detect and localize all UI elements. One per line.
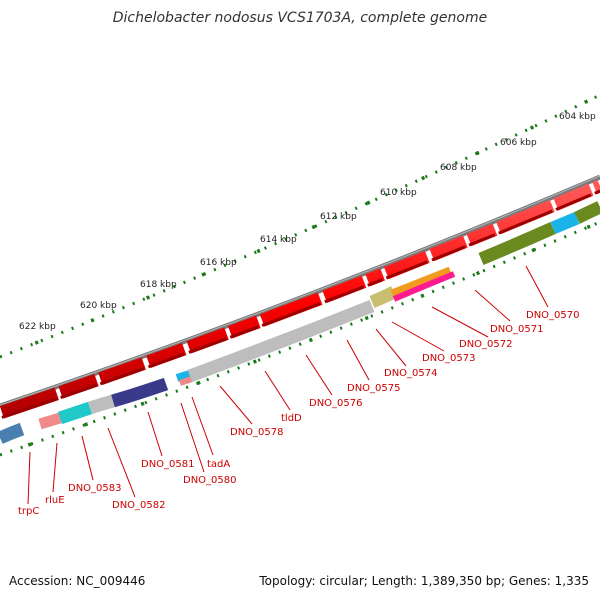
gene-labels: DNO_0570 DNO_0571 DNO_0572 DNO_0573 DNO_… bbox=[18, 310, 580, 517]
outer-ruler bbox=[0, 93, 600, 359]
leader-line bbox=[191, 396, 214, 456]
feature-block bbox=[111, 377, 169, 408]
outer-ruler-dots bbox=[0, 93, 600, 359]
kbp-label: 616 kbp bbox=[200, 258, 237, 268]
kbp-label: 622 kbp bbox=[19, 322, 56, 332]
gene-label: DNO_0570 bbox=[526, 310, 580, 321]
genome-backbone-highlight bbox=[0, 175, 600, 406]
leader-line bbox=[264, 370, 291, 411]
feature-block bbox=[550, 211, 580, 235]
feature-block bbox=[369, 286, 397, 308]
gene-label: rluE bbox=[45, 495, 65, 506]
gene-label: tldD bbox=[281, 413, 302, 424]
feature-block bbox=[392, 271, 456, 302]
feature-block bbox=[187, 299, 375, 383]
gene-arrow bbox=[0, 180, 600, 420]
gene-label: DNO_0574 bbox=[384, 368, 438, 379]
leader-line bbox=[474, 289, 511, 322]
leader-line bbox=[305, 354, 333, 396]
feature-block bbox=[0, 422, 25, 444]
gene-label: tadA bbox=[207, 459, 230, 470]
gene-arrow-shade bbox=[0, 189, 600, 420]
topology-text: Topology: circular; Length: 1,389,350 bp… bbox=[259, 574, 589, 588]
feature-block bbox=[87, 394, 115, 415]
kbp-label: 614 kbp bbox=[260, 235, 297, 245]
feature-block bbox=[179, 376, 193, 386]
leader-line bbox=[525, 265, 549, 308]
kbp-label: 620 kbp bbox=[80, 301, 117, 311]
gene-label: DNO_0580 bbox=[183, 475, 237, 486]
map-title: Dichelobacter nodosus VCS1703A, complete… bbox=[112, 10, 488, 26]
gene-label: trpC bbox=[18, 506, 39, 517]
leader-line bbox=[147, 411, 163, 457]
feature-block bbox=[175, 370, 192, 382]
feature-block bbox=[390, 266, 452, 297]
leader-line bbox=[375, 328, 407, 367]
kbp-label: 610 kbp bbox=[380, 188, 417, 198]
gene-label: DNO_0573 bbox=[422, 353, 476, 364]
gene-label: DNO_0578 bbox=[230, 427, 284, 438]
leader-line bbox=[52, 442, 58, 493]
leader-lines bbox=[27, 265, 549, 505]
gene-label: DNO_0572 bbox=[459, 339, 513, 350]
feature-block bbox=[478, 222, 556, 265]
kbp-label: 612 kbp bbox=[320, 212, 357, 222]
kbp-labels: 604 kbp 606 kbp 608 kbp 610 kbp 612 kbp … bbox=[19, 112, 596, 332]
leader-line bbox=[346, 339, 370, 381]
gene-label: DNO_0576 bbox=[309, 398, 363, 409]
kbp-label: 618 kbp bbox=[140, 280, 177, 290]
feature-block bbox=[57, 401, 93, 425]
leader-line bbox=[180, 402, 205, 473]
leader-line bbox=[81, 435, 94, 481]
genome-backbone bbox=[0, 174, 600, 409]
gene-label: DNO_0581 bbox=[141, 459, 195, 470]
gene-label: DNO_0583 bbox=[68, 483, 122, 494]
leader-line bbox=[107, 427, 136, 498]
kbp-label: 604 kbp bbox=[559, 112, 596, 122]
gene-label: DNO_0582 bbox=[112, 500, 166, 511]
leader-line bbox=[431, 306, 489, 338]
feature-block bbox=[38, 412, 62, 430]
gene-label: DNO_0571 bbox=[490, 324, 544, 335]
leader-line bbox=[27, 451, 31, 505]
accession-text: Accession: NC_009446 bbox=[9, 574, 146, 588]
kbp-label: 608 kbp bbox=[440, 163, 477, 173]
leader-line bbox=[391, 321, 445, 352]
inner-ruler-dots bbox=[0, 220, 600, 457]
reverse-strand-features bbox=[0, 201, 600, 444]
feature-block bbox=[574, 201, 600, 224]
gene-label: DNO_0575 bbox=[347, 383, 401, 394]
kbp-label: 606 kbp bbox=[500, 138, 537, 148]
leader-line bbox=[219, 385, 253, 425]
forward-strand-genes bbox=[0, 180, 600, 420]
